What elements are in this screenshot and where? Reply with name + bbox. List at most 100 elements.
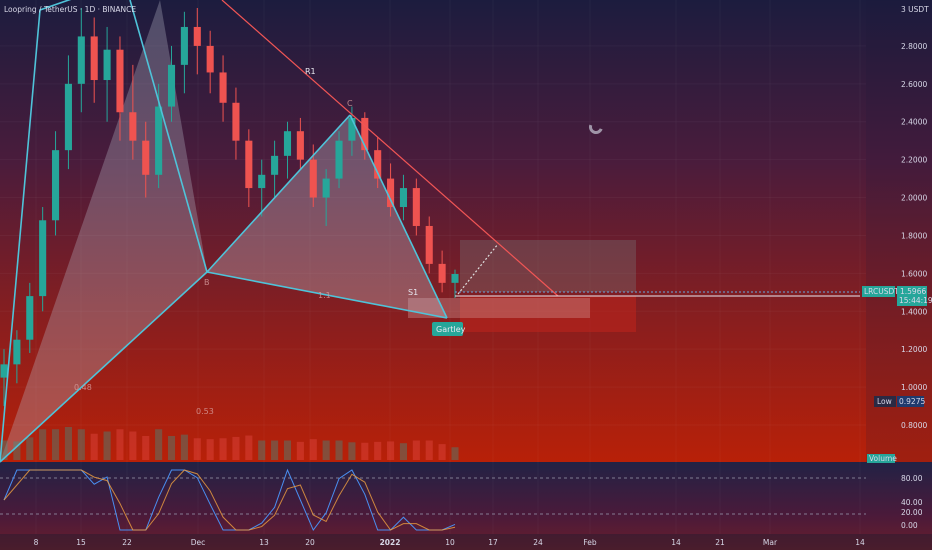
candle <box>335 131 343 189</box>
time-tick-label: 21 <box>715 538 725 547</box>
candle <box>39 207 47 312</box>
resistance-label: R1 <box>305 67 316 76</box>
pattern-line-cd <box>349 114 448 319</box>
volume-bar <box>193 438 201 460</box>
stop-zone-lower <box>460 296 636 332</box>
pattern-line-xa <box>0 0 72 463</box>
volume-bar <box>271 440 279 460</box>
volume-bar <box>361 442 369 460</box>
projection-line[interactable] <box>457 243 499 295</box>
volume-bar <box>425 440 433 460</box>
candle <box>0 349 8 407</box>
candle <box>232 87 240 160</box>
time-tick-label: 14 <box>855 538 865 547</box>
candle <box>412 178 420 236</box>
volume-bar <box>77 429 85 460</box>
pattern-line-bd <box>206 271 448 319</box>
svg-text:Low: Low <box>877 397 892 406</box>
volume-bar <box>51 429 60 460</box>
oscillator-axis: 80.00 40.00 20.00 0.00 <box>901 474 923 530</box>
volume-bar <box>322 440 330 460</box>
candle <box>206 30 214 94</box>
support-zone <box>408 298 590 318</box>
volume-bar <box>39 429 47 460</box>
resistance-trendline[interactable] <box>221 0 559 297</box>
grid-lines <box>0 0 866 534</box>
volume-bar <box>245 435 253 460</box>
main-pane-background <box>0 0 932 462</box>
price-axis-unit: 3 USDT <box>901 5 929 14</box>
volume-bar <box>155 429 163 460</box>
price-axis[interactable]: 3 USDT 2.8000 2.6000 2.4000 2.2000 2.0000 1.8… <box>866 0 932 462</box>
volume-bar <box>258 440 266 460</box>
time-axis[interactable]: 8 15 22 Dec 13 20 2022 10 17 24 Feb 14 21 Mar 14 <box>0 534 932 550</box>
volume-bar <box>309 439 317 460</box>
time-tick-label: 22 <box>122 538 132 547</box>
candle <box>322 169 330 226</box>
svg-text:Gartley: Gartley <box>436 325 466 334</box>
volume-bar <box>116 429 124 460</box>
candle <box>425 216 433 274</box>
pattern-fill-bcd <box>207 115 447 318</box>
price-tick-label: 2.2000 <box>901 156 927 165</box>
time-tick-label: Dec <box>191 538 206 547</box>
volume-bar <box>412 440 420 460</box>
price-tick-label: 0.8000 <box>901 421 927 430</box>
magnet-icon[interactable] <box>587 124 603 136</box>
target-zone-upper <box>460 240 636 292</box>
candle <box>77 8 85 113</box>
volume-tag: Volume <box>867 454 897 463</box>
osc-tick-40: 40.00 <box>901 498 923 507</box>
time-tick-label: 13 <box>259 538 269 547</box>
candle <box>438 250 446 293</box>
candle <box>51 131 60 236</box>
time-tick-label: 14 <box>671 538 681 547</box>
candle <box>361 112 369 160</box>
price-tick-label: 2.6000 <box>901 80 927 89</box>
candle <box>374 136 382 189</box>
svg-text:1.5966: 1.5966 <box>900 287 926 296</box>
candle <box>387 163 395 217</box>
volume-bar <box>142 436 150 460</box>
volume-bar <box>180 434 188 460</box>
candle <box>90 17 98 103</box>
volume-bar <box>219 438 227 460</box>
svg-text:15:44:19: 15:44:19 <box>899 296 932 305</box>
volume-bar <box>167 436 176 460</box>
candle <box>116 36 124 141</box>
pattern-line-bc <box>206 114 351 273</box>
time-tick-label: Feb <box>583 538 597 547</box>
time-tick-label: 17 <box>488 538 498 547</box>
price-tick-label: 2.4000 <box>901 118 927 127</box>
svg-text:Volume: Volume <box>869 454 897 463</box>
time-tick-label: 8 <box>34 538 39 547</box>
volume-bar <box>387 441 395 460</box>
volume-bar <box>103 431 111 460</box>
pattern-name-tag[interactable]: Gartley <box>432 322 466 336</box>
pattern-line-xb <box>0 271 208 463</box>
candle <box>180 11 188 94</box>
candle <box>103 26 111 122</box>
osc-tick-20: 20.00 <box>901 508 923 517</box>
point-b-label: B <box>204 278 210 287</box>
support-label: S1 <box>408 288 418 297</box>
ratio-left-label: 0.48 <box>74 383 92 392</box>
svg-text:LRCUSDT: LRCUSDT <box>864 287 899 296</box>
volume-bar <box>232 436 240 460</box>
chart-title: Loopring / TetherUS · 1D · BINANCE <box>4 5 136 14</box>
oscillator-d-line <box>3 469 456 531</box>
candle <box>271 140 279 198</box>
candle <box>258 159 266 217</box>
candle <box>64 55 72 170</box>
candle <box>13 330 21 384</box>
low-tag: Low 0.9275 <box>874 396 925 407</box>
point-c-label: C <box>347 99 353 108</box>
svg-text:0.9275: 0.9275 <box>899 397 925 406</box>
volume-bar <box>90 433 98 460</box>
candle <box>129 64 137 160</box>
symbol-tag: LRCUSDT <box>862 286 899 297</box>
ratio-bd-label: 1.1 <box>318 291 331 300</box>
candle <box>283 121 292 179</box>
volume-bar <box>129 431 137 460</box>
